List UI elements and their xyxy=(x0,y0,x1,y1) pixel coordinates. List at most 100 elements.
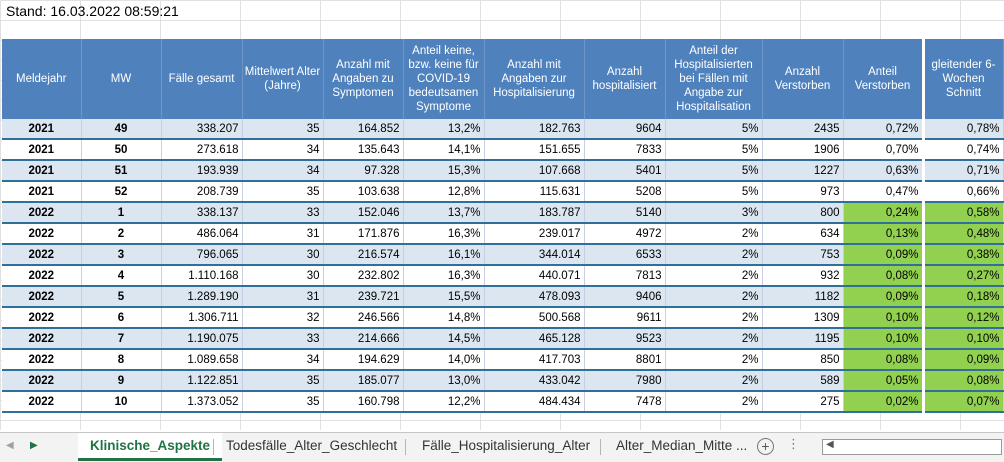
table-cell[interactable]: 486.064 xyxy=(161,223,243,245)
table-cell[interactable]: 634 xyxy=(762,223,844,245)
table-cell[interactable]: 216.574 xyxy=(323,244,404,266)
table-cell[interactable]: 13,7% xyxy=(403,202,485,224)
table-cell[interactable]: 9611 xyxy=(584,307,666,329)
table-cell[interactable]: 30 xyxy=(242,244,324,266)
table-cell[interactable]: 2% xyxy=(665,223,763,245)
table-cell[interactable]: 2021 xyxy=(2,181,82,203)
table-cell[interactable]: 97.328 xyxy=(323,160,404,182)
table-cell[interactable]: 0,66% xyxy=(921,181,1004,203)
table-cell[interactable]: 4972 xyxy=(584,223,666,245)
table-cell[interactable]: 2% xyxy=(665,244,763,266)
table-cell[interactable]: 1.089.658 xyxy=(161,349,243,371)
table-cell[interactable]: 107.668 xyxy=(484,160,585,182)
table-cell[interactable]: 5% xyxy=(665,181,763,203)
table-cell[interactable]: 30 xyxy=(242,265,324,287)
table-cell[interactable]: 14,0% xyxy=(403,349,485,371)
table-cell[interactable]: 0,24% xyxy=(843,202,924,224)
table-cell[interactable]: 0,72% xyxy=(843,119,924,140)
table-cell[interactable]: 1906 xyxy=(762,139,844,161)
table-cell[interactable]: 1195 xyxy=(762,328,844,350)
table-cell[interactable]: 0,70% xyxy=(843,139,924,161)
table-cell[interactable]: 31 xyxy=(242,286,324,308)
table-cell[interactable]: 0,07% xyxy=(921,391,1004,413)
table-cell[interactable]: 2022 xyxy=(2,391,82,413)
table-cell[interactable]: 0,78% xyxy=(921,119,1004,140)
table-cell[interactable]: 5 xyxy=(81,286,162,308)
table-cell[interactable]: 1 xyxy=(81,202,162,224)
table-cell[interactable]: 338.207 xyxy=(161,119,243,140)
table-cell[interactable]: 2022 xyxy=(2,307,82,329)
table-cell[interactable]: 151.655 xyxy=(484,139,585,161)
table-cell[interactable]: 0,09% xyxy=(843,286,924,308)
table-cell[interactable]: 0,10% xyxy=(843,328,924,350)
table-cell[interactable]: 32 xyxy=(242,307,324,329)
table-cell[interactable]: 8801 xyxy=(584,349,666,371)
table-cell[interactable]: 12,8% xyxy=(403,181,485,203)
table-cell[interactable]: 33 xyxy=(242,328,324,350)
table-cell[interactable]: 0,02% xyxy=(843,391,924,413)
table-cell[interactable]: 3 xyxy=(81,244,162,266)
header-cell[interactable]: Anteil der Hospitalisierten bei Fällen m… xyxy=(665,39,763,119)
table-cell[interactable]: 417.703 xyxy=(484,349,585,371)
table-cell[interactable]: 1.373.052 xyxy=(161,391,243,413)
table-cell[interactable]: 0,08% xyxy=(843,265,924,287)
table-cell[interactable]: 0,74% xyxy=(921,139,1004,161)
table-cell[interactable]: 34 xyxy=(242,139,324,161)
table-cell[interactable]: 0,10% xyxy=(921,328,1004,350)
table-cell[interactable]: 239.017 xyxy=(484,223,585,245)
table-cell[interactable]: 193.939 xyxy=(161,160,243,182)
table-cell[interactable]: 7980 xyxy=(584,369,666,392)
table-cell[interactable]: 2022 xyxy=(2,244,82,266)
table-cell[interactable]: 433.042 xyxy=(484,369,585,392)
tab-klinische-aspekte[interactable]: Klinische_Aspekte xyxy=(78,433,223,461)
table-cell[interactable]: 7833 xyxy=(584,139,666,161)
tab-faelle-hospitalisierung-alter[interactable]: Fälle_Hospitalisierung_Alter xyxy=(422,438,591,453)
stand-timestamp[interactable]: Stand: 16.03.2022 08:59:21 xyxy=(6,3,179,19)
header-cell[interactable]: Anteil Verstorben xyxy=(843,39,924,119)
header-cell[interactable]: Anzahl Verstorben xyxy=(762,39,844,119)
table-cell[interactable]: 0,48% xyxy=(921,223,1004,245)
table-cell[interactable]: 232.802 xyxy=(323,265,404,287)
table-cell[interactable]: 273.618 xyxy=(161,139,243,161)
header-cell[interactable]: Anteil keine, bzw. keine für COVID-19 be… xyxy=(403,39,485,119)
table-cell[interactable]: 1.289.190 xyxy=(161,286,243,308)
table-cell[interactable]: 208.739 xyxy=(161,181,243,203)
table-cell[interactable]: 2022 xyxy=(2,202,82,224)
table-cell[interactable]: 2% xyxy=(665,328,763,350)
table-cell[interactable]: 182.763 xyxy=(484,119,585,140)
table-cell[interactable]: 35 xyxy=(242,181,324,203)
table-cell[interactable]: 2022 xyxy=(2,328,82,350)
header-cell[interactable]: Mittelwert Alter (Jahre) xyxy=(242,39,324,119)
horizontal-scrollbar[interactable]: ◀ xyxy=(822,439,1002,455)
tab-todesfaelle-alter-geschlecht[interactable]: Todesfälle_Alter_Geschlecht xyxy=(226,438,398,453)
table-cell[interactable]: 0,12% xyxy=(921,307,1004,329)
table-cell[interactable]: 5% xyxy=(665,119,763,140)
table-cell[interactable]: 7478 xyxy=(584,391,666,413)
table-cell[interactable]: 135.643 xyxy=(323,139,404,161)
table-cell[interactable]: 183.787 xyxy=(484,202,585,224)
table-cell[interactable]: 15,5% xyxy=(403,286,485,308)
table-cell[interactable]: 9604 xyxy=(584,119,666,140)
table-cell[interactable]: 2% xyxy=(665,307,763,329)
table-cell[interactable]: 2022 xyxy=(2,223,82,245)
table-cell[interactable]: 500.568 xyxy=(484,307,585,329)
table-cell[interactable]: 160.798 xyxy=(323,391,404,413)
table-cell[interactable]: 0,08% xyxy=(843,349,924,371)
table-cell[interactable]: 2435 xyxy=(762,119,844,140)
table-cell[interactable]: 12,2% xyxy=(403,391,485,413)
table-cell[interactable]: 35 xyxy=(242,369,324,392)
table-cell[interactable]: 0,58% xyxy=(921,202,1004,224)
table-cell[interactable]: 2% xyxy=(665,286,763,308)
table-cell[interactable]: 478.093 xyxy=(484,286,585,308)
table-cell[interactable]: 0,71% xyxy=(921,160,1004,182)
table-cell[interactable]: 34 xyxy=(242,160,324,182)
table-cell[interactable]: 9 xyxy=(81,369,162,392)
table-cell[interactable]: 9523 xyxy=(584,328,666,350)
header-cell[interactable]: Meldejahr xyxy=(2,39,82,119)
table-cell[interactable]: 2022 xyxy=(2,369,82,392)
table-cell[interactable]: 0,47% xyxy=(843,181,924,203)
table-cell[interactable]: 932 xyxy=(762,265,844,287)
table-cell[interactable]: 1227 xyxy=(762,160,844,182)
table-cell[interactable]: 973 xyxy=(762,181,844,203)
table-cell[interactable]: 5% xyxy=(665,139,763,161)
